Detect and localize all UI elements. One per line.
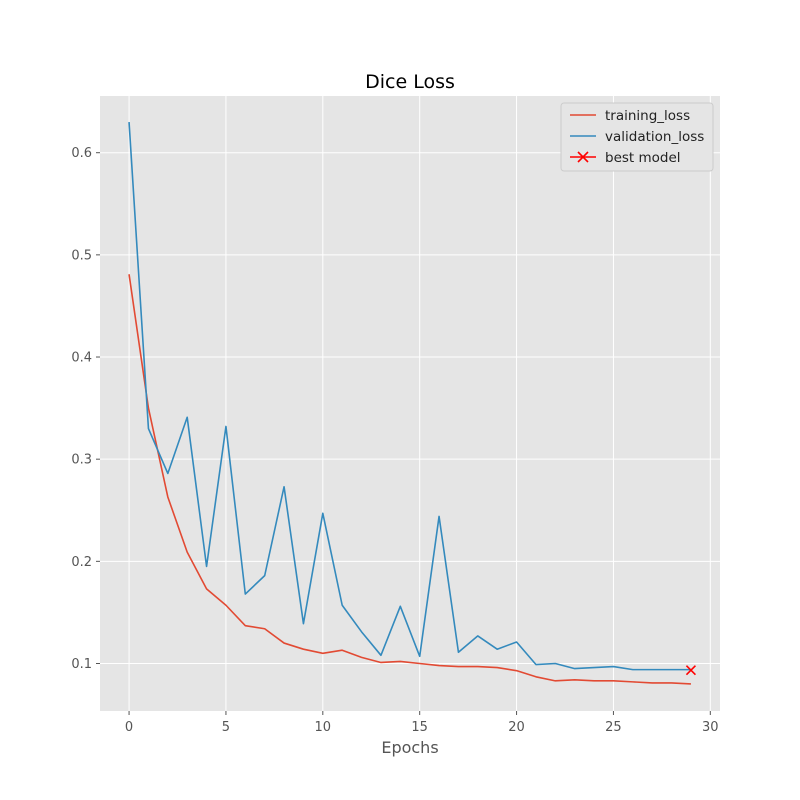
y-tick-label: 0.4 bbox=[71, 351, 92, 366]
legend-label-training-loss: training_loss bbox=[605, 108, 690, 124]
x-axis-label: Epochs bbox=[381, 738, 438, 757]
y-tick-label: 0.1 bbox=[71, 657, 92, 672]
best-model-x-icon bbox=[685, 665, 697, 676]
x-tick-label: 10 bbox=[315, 720, 332, 735]
x-tick-label: 25 bbox=[605, 720, 622, 735]
series-lines bbox=[128, 121, 691, 685]
best-model-markers bbox=[685, 665, 697, 676]
x-tick-label: 20 bbox=[508, 720, 525, 735]
y-tick-label: 0.3 bbox=[71, 453, 92, 468]
plot-area bbox=[100, 96, 720, 711]
axis-ticks: 0 5 10 15 20 25 30 0.1 0.2 0.3 0.4 0.5 0.6 bbox=[71, 146, 718, 735]
legend-best-model-x-icon bbox=[577, 151, 589, 163]
y-tick-label: 0.2 bbox=[71, 555, 92, 570]
y-tick-label: 0.6 bbox=[71, 146, 92, 161]
legend-box bbox=[560, 102, 714, 172]
x-tick-label: 0 bbox=[125, 720, 133, 735]
chart-title: Dice Loss bbox=[365, 71, 455, 93]
x-tick-label: 30 bbox=[702, 720, 719, 735]
legend-label-validation-loss: validation_loss bbox=[605, 129, 704, 145]
x-tick-label: 5 bbox=[222, 720, 230, 735]
legend: training_loss validation_loss best model bbox=[560, 102, 714, 172]
y-tick-label: 0.5 bbox=[71, 248, 92, 263]
x-tick-label: 15 bbox=[411, 720, 428, 735]
series-line-validation-loss bbox=[128, 121, 691, 671]
legend-label-best-model: best model bbox=[605, 150, 681, 166]
grid-lines bbox=[100, 96, 720, 711]
series-line-training-loss bbox=[128, 274, 691, 685]
